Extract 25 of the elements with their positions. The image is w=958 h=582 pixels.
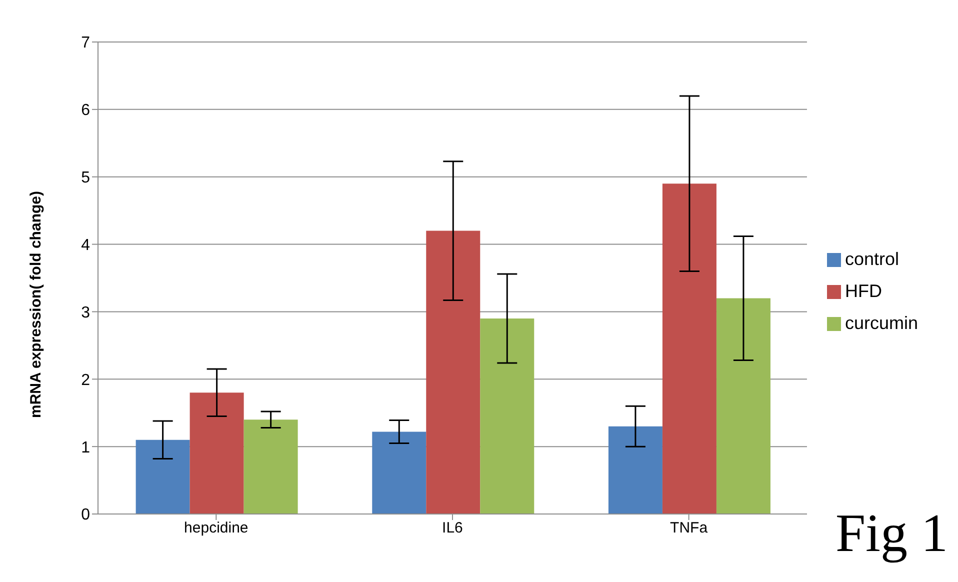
y-tick-label: 4 — [81, 236, 90, 254]
y-tick-label: 2 — [81, 372, 90, 389]
y-tick-label: 3 — [81, 304, 90, 322]
y-tick-label: 5 — [81, 170, 90, 187]
x-tick-label: TNFa — [670, 520, 708, 537]
y-axis-title: mRNA expression( fold change) — [27, 191, 44, 418]
caption: Fig 1 — [835, 502, 948, 564]
x-tick-label: hepcidine — [184, 520, 248, 537]
legend-label: HFD — [844, 281, 882, 301]
bar — [480, 318, 534, 514]
y-tick-label: 6 — [81, 102, 90, 120]
bar — [426, 230, 480, 514]
bar — [244, 420, 298, 514]
bar — [372, 432, 426, 514]
bar — [608, 426, 662, 514]
y-tick-label: 7 — [81, 34, 90, 52]
x-tick-label: IL6 — [442, 520, 463, 537]
y-tick-label: 0 — [81, 506, 90, 524]
bar — [716, 298, 770, 514]
bar — [190, 392, 244, 514]
y-tick-label: 1 — [81, 439, 90, 456]
legend-label: curcumin — [844, 313, 918, 333]
legend-label: control — [844, 249, 899, 269]
bar — [662, 184, 716, 514]
bar — [136, 440, 190, 514]
